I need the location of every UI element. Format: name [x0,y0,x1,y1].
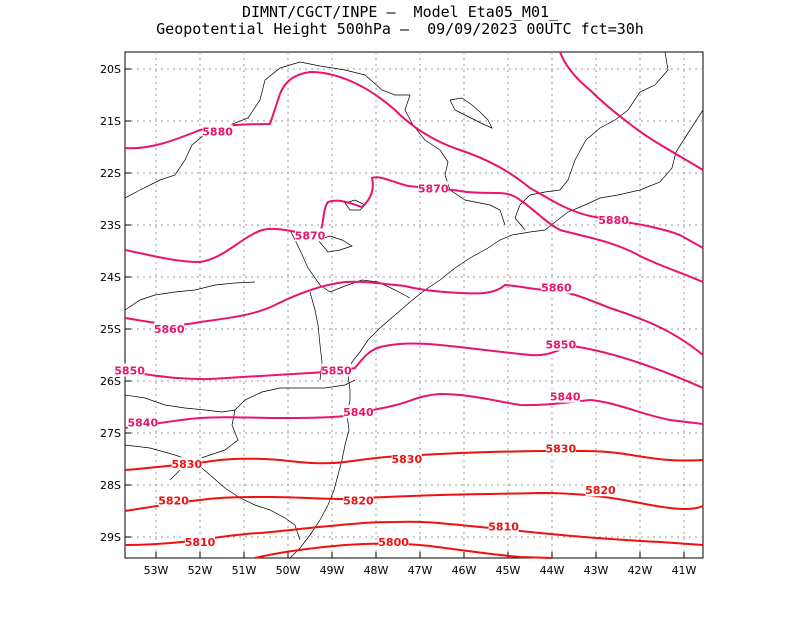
contour-label-bg [550,389,581,403]
lat-tick-label: 27S [100,427,121,440]
lat-tick-label: 21S [100,115,121,128]
lon-tick-label: 44W [540,564,565,577]
lon-tick-label: 50W [276,564,301,577]
contour-label-bg [343,493,374,507]
contour-label-bg [598,212,629,226]
lon-tick-label: 46W [452,564,477,577]
contour-label-5840: 5840 [127,417,158,430]
lat-tick-label: 20S [100,63,121,76]
coastline [289,109,704,559]
contour-label-bg [585,483,616,497]
lon-tick-label: 43W [584,564,609,577]
contour-label-5860: 5860 [154,323,185,336]
lon-tick-label: 52W [188,564,213,577]
lat-tick-labels: 20S 21S 22S 23S 24S 25S 26S 27S 28S 29S [100,63,121,544]
lat-tick-label: 22S [100,167,121,180]
contour-5840 [124,392,704,429]
lon-tick-label: 49W [320,564,345,577]
contour-label-bg [378,535,409,549]
contour-5860 [124,280,704,356]
contour-5870 [124,176,704,283]
contour-label-5840: 5840 [343,406,374,419]
contour-label-bg [391,452,422,465]
contour-label-5800: 5800 [378,536,409,549]
contour-label-5830: 5830 [391,453,422,466]
lat-tick-label: 28S [100,479,121,492]
contour-label-bg [114,363,145,377]
lon-tick-label: 53W [144,564,169,577]
state-border [124,379,356,413]
title-line-1: DIMNT/CGCT/INPE – Model Eta05_M01_ [241,3,559,21]
contour-label-bg [343,405,374,419]
map-title: DIMNT/CGCT/INPE – Model Eta05_M01_ Geopot… [0,4,800,38]
contour-label-5810: 5810 [185,536,216,549]
lat-tick-label: 29S [100,531,121,544]
contour-label-5860: 5860 [541,281,572,294]
lat-tick-label: 26S [100,375,121,388]
contour-label-5880: 5880 [202,125,233,138]
lon-tick-label: 51W [232,564,257,577]
contour-label-5870: 5870 [295,229,326,242]
contour-label-bg [541,280,572,294]
title-line-2: Geopotential Height 500hPa – 09/09/2023 … [156,20,644,38]
contour-label-bg [295,228,325,242]
contour-label-bg [202,124,233,138]
lon-tick-label: 45W [496,564,521,577]
state-border [124,444,301,541]
contour-label-5820: 5820 [158,495,189,508]
contour-label-bg [185,535,215,549]
contour-label-5830: 5830 [171,458,202,471]
contour-label-bg [127,415,158,429]
contour-label-bg [545,441,576,455]
lon-tick-label: 47W [408,564,433,577]
contour-label-bg [171,457,202,471]
lat-tick-label: 25S [100,323,121,336]
contour-label-5850: 5850 [114,365,145,378]
state-border [514,51,669,231]
contour-5880 [559,51,704,171]
contour-label-bg [545,337,576,351]
contour-label-5840: 5840 [550,391,581,404]
lon-tick-label: 48W [364,564,389,577]
lon-tick-label: 41W [672,564,697,577]
island [317,235,353,253]
contour-label-bg [418,181,449,195]
lat-tick-label: 24S [100,271,121,284]
lat-tick-label: 23S [100,219,121,232]
lon-tick-labels: 53W 52W 51W 50W 49W 48W 47W 46W 45W 44W … [144,564,697,577]
state-border [124,61,410,199]
tick-marks [125,68,685,558]
contour-label-5850: 5850 [321,365,352,378]
state-border [124,281,256,311]
contour-label-bg [158,493,189,507]
contour-label-5820: 5820 [343,495,374,508]
contour-label-5810: 5810 [488,521,519,534]
contour-label-5850: 5850 [545,339,576,352]
contour-label-bg [154,322,185,335]
contour-label-5880: 5880 [598,214,629,227]
contour-5820 [124,491,704,512]
state-border [404,94,506,226]
state-border [289,229,411,299]
contour-label-bg [321,363,352,377]
contour-label-5820: 5820 [585,484,616,497]
contour-labels: 5880 5880 5870 5870 5860 5860 5850 5850 5850 5840… [114,124,629,549]
contour-label-5870: 5870 [418,183,449,196]
lon-tick-label: 42W [628,564,653,577]
contour-label-bg [488,519,519,533]
contour-label-5830: 5830 [545,443,576,456]
island [449,97,493,129]
